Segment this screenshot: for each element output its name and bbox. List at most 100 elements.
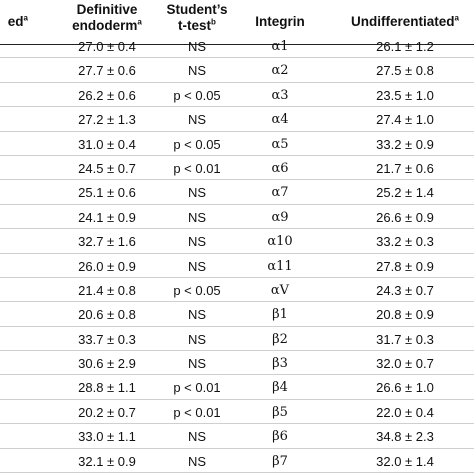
integrin-name: α9 [271,209,289,225]
header-students-line2: t-test [178,18,212,33]
ttest-value: NS [187,112,207,128]
definitive-endoderm-value: 32.1 ± 0.9 [78,453,136,469]
header-definitive-line2-wrap: endoderma [52,18,162,34]
ttest-value: NS [187,429,207,445]
table-row: 30.6 ± 2.9 NS β3 32.0 ± 0.7 [0,351,474,376]
undifferentiated-value: 34.8 ± 2.3 [376,429,434,445]
table-row: 24.5 ± 0.7 p < 0.01 α6 21.7 ± 0.6 [0,156,474,181]
integrin-name: α1 [271,39,289,54]
integrin-name: α2 [271,63,289,79]
definitive-endoderm-value: 30.6 ± 2.9 [78,356,136,372]
definitive-endoderm-value: 20.2 ± 0.7 [78,404,136,420]
undifferentiated-value: 24.3 ± 0.7 [376,282,434,298]
definitive-endoderm-value: 21.4 ± 0.8 [78,282,136,298]
integrin-name: β2 [272,331,288,347]
header-definitive-line1: Definitive [76,2,138,17]
header-footnote-a: a [137,17,142,27]
undifferentiated-value: 25.2 ± 1.4 [376,185,434,201]
table-row: 27.7 ± 0.6 NS α2 27.5 ± 0.8 [0,58,474,83]
table-row: 28.8 ± 1.1 p < 0.01 β4 26.6 ± 1.0 [0,375,474,400]
undifferentiated-value: 26.6 ± 0.9 [376,209,434,225]
table-body: 27.0 ± 0.4 NS α1 26.1 ± 1.2 27.7 ± 0.6 NS α2 27… [0,34,474,474]
header-footnote-b: b [211,17,216,27]
undifferentiated-value: 33.2 ± 0.3 [376,234,434,250]
ttest-value: p < 0.05 [173,282,221,298]
integrin-name: α10 [267,234,293,250]
table-row: 20.6 ± 0.8 NS β1 20.8 ± 0.9 [0,302,474,327]
integrin-name: αV [270,282,290,298]
header-definitive-endoderm: Definitive endoderma [52,2,162,34]
undifferentiated-value: 27.5 ± 0.8 [376,63,434,79]
definitive-endoderm-value: 28.8 ± 1.1 [78,380,136,396]
definitive-endoderm-value: 27.2 ± 1.3 [78,112,136,128]
definitive-endoderm-value: 33.0 ± 1.1 [78,429,136,445]
definitive-endoderm-value: 24.5 ± 0.7 [78,160,136,176]
ttest-value: NS [187,258,207,274]
header-footnote-a: a [454,13,459,23]
header-integrin: Integrin [255,14,305,29]
undifferentiated-value: 26.1 ± 1.2 [376,39,434,54]
header-col-cut-off: eda [0,14,28,30]
table-row: 21.4 ± 0.8 p < 0.05 αV 24.3 ± 0.7 [0,278,474,303]
ttest-value: NS [187,453,207,469]
definitive-endoderm-value: 26.2 ± 0.6 [78,87,136,103]
table-row: 27.2 ± 1.3 NS α4 27.4 ± 1.0 [0,107,474,132]
undifferentiated-value: 20.8 ± 0.9 [376,307,434,323]
integrin-name: α11 [267,258,293,274]
table-header: eda Definitive endoderma Student’s t-tes… [0,0,474,45]
header-definitive-line2: endoderm [72,18,138,33]
table-row: 24.1 ± 0.9 NS α9 26.6 ± 0.9 [0,205,474,230]
ttest-value: p < 0.01 [173,404,221,420]
definitive-endoderm-value: 26.0 ± 0.9 [78,258,136,274]
ttest-value: p < 0.01 [173,160,221,176]
definitive-endoderm-value: 24.1 ± 0.9 [78,209,136,225]
header-undifferentiated: Undifferentiateda [330,14,474,30]
integrin-name: α4 [271,112,289,128]
ttest-value: NS [187,234,207,250]
integrin-name: β4 [272,380,288,396]
header-students-line1: Student’s [166,2,228,17]
definitive-endoderm-value: 25.1 ± 0.6 [78,185,136,201]
undifferentiated-value: 23.5 ± 1.0 [376,87,434,103]
table-row: 33.7 ± 0.3 NS β2 31.7 ± 0.3 [0,327,474,352]
table-row: 26.0 ± 0.9 NS α11 27.8 ± 0.9 [0,254,474,278]
integrin-name: α3 [271,87,289,103]
integrin-name: β7 [272,453,288,469]
definitive-endoderm-value: 20.6 ± 0.8 [78,307,136,323]
undifferentiated-value: 21.7 ± 0.6 [376,160,434,176]
undifferentiated-value: 27.4 ± 1.0 [376,112,434,128]
integrin-name: β1 [272,307,288,323]
ttest-value: p < 0.01 [173,380,221,396]
definitive-endoderm-value: 32.7 ± 1.6 [78,234,136,250]
table-row: 32.1 ± 0.9 NS β7 32.0 ± 1.4 [0,449,474,474]
ttest-value: p < 0.05 [173,87,221,103]
undifferentiated-value: 22.0 ± 0.4 [376,404,434,420]
ttest-value: NS [187,209,207,225]
definitive-endoderm-value: 27.0 ± 0.4 [78,39,136,54]
integrin-name: β6 [272,429,288,445]
header-col-cut-off-text: ed [7,14,24,29]
undifferentiated-value: 26.6 ± 1.0 [376,380,434,396]
integrin-name: β3 [272,356,288,372]
undifferentiated-value: 31.7 ± 0.3 [376,331,434,347]
ttest-value: p < 0.05 [173,136,221,152]
ttest-value: NS [187,307,207,323]
undifferentiated-value: 32.0 ± 0.7 [376,356,434,372]
table-row: 31.0 ± 0.4 p < 0.05 α5 33.2 ± 0.9 [0,132,474,156]
undifferentiated-value: 27.8 ± 0.9 [376,258,434,274]
integrin-name: α6 [271,160,289,176]
table-row: 20.2 ± 0.7 p < 0.01 β5 22.0 ± 0.4 [0,400,474,425]
undifferentiated-value: 33.2 ± 0.9 [376,136,434,152]
table-row: 32.7 ± 1.6 NS α10 33.2 ± 0.3 [0,229,474,254]
header-students-ttest: Student’s t-testb [152,2,242,34]
table-row: 27.0 ± 0.4 NS α1 26.1 ± 1.2 [0,34,474,59]
definitive-endoderm-value: 31.0 ± 0.4 [78,136,136,152]
undifferentiated-value: 32.0 ± 1.4 [376,453,434,469]
table-row: 26.2 ± 0.6 p < 0.05 α3 23.5 ± 1.0 [0,83,474,108]
definitive-endoderm-value: 27.7 ± 0.6 [78,63,136,79]
table-row: 25.1 ± 0.6 NS α7 25.2 ± 1.4 [0,180,474,205]
integrin-name: β5 [272,404,288,420]
ttest-value: NS [187,331,207,347]
header-students-line2-wrap: t-testb [152,18,242,34]
